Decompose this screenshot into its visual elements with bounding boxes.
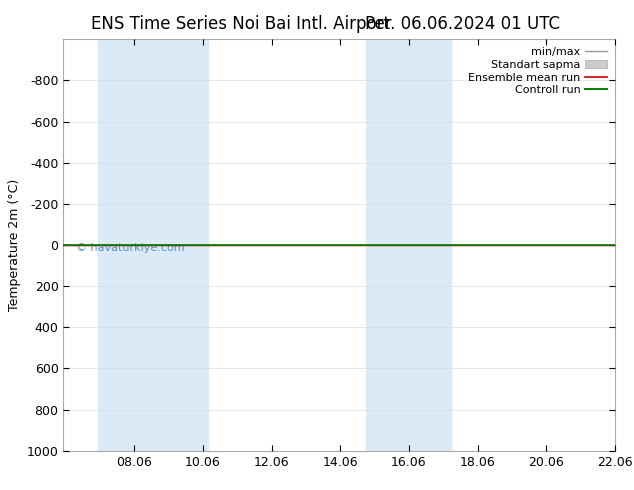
- Y-axis label: Temperature 2m (°C): Temperature 2m (°C): [8, 179, 21, 311]
- Text: © havaturkiye.com: © havaturkiye.com: [75, 243, 184, 253]
- Bar: [366, 39, 451, 451]
- Legend: min/max, Standart sapma, Ensemble mean run, Controll run: min/max, Standart sapma, Ensemble mean r…: [466, 45, 609, 98]
- Text: Per. 06.06.2024 01 UTC: Per. 06.06.2024 01 UTC: [365, 15, 560, 33]
- Text: ENS Time Series Noi Bai Intl. Airport: ENS Time Series Noi Bai Intl. Airport: [91, 15, 391, 33]
- Bar: [98, 39, 208, 451]
